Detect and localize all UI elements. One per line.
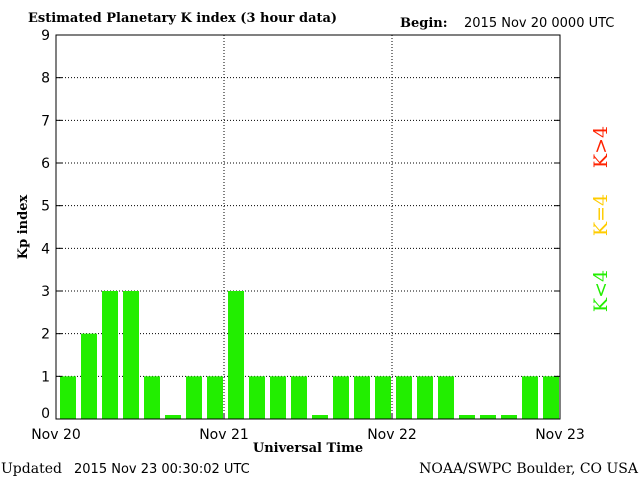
kp-bar xyxy=(270,376,286,419)
bar-series xyxy=(60,291,559,419)
y-tick-label: 9 xyxy=(41,28,50,44)
kp-bar xyxy=(480,415,496,419)
updated-value: 2015 Nov 23 00:30:02 UTC xyxy=(74,462,250,477)
x-axis-ticks: Nov 20 Nov 21 Nov 22 Nov 23 xyxy=(31,413,585,443)
legend-k-equal-4: K=4 xyxy=(590,194,612,236)
kp-bar xyxy=(522,376,538,419)
plot-frame xyxy=(55,34,561,420)
kp-bar xyxy=(81,333,97,419)
begin-value: 2015 Nov 20 0000 UTC xyxy=(464,16,614,31)
legend-k-greater-4: K>4 xyxy=(590,126,612,168)
x-tick-label: Nov 20 xyxy=(31,427,81,443)
kp-bar xyxy=(102,291,118,419)
x-tick-label: Nov 21 xyxy=(199,427,249,443)
x-axis-label: Universal Time xyxy=(253,441,363,456)
kp-bar xyxy=(144,376,160,419)
kp-bar xyxy=(207,376,223,419)
kp-bar xyxy=(543,376,559,419)
kp-bar xyxy=(396,376,412,419)
y-tick-label: 3 xyxy=(41,284,50,300)
kp-bar xyxy=(165,415,181,419)
kp-bar xyxy=(375,376,391,419)
kp-bar xyxy=(354,376,370,419)
footer-credit: NOAA/SWPC Boulder, CO USA xyxy=(419,461,639,477)
x-tick-label: Nov 23 xyxy=(535,427,585,443)
y-tick-label: 8 xyxy=(41,71,50,87)
y-tick-label: 6 xyxy=(41,156,50,172)
y-tick-label: 2 xyxy=(41,327,50,343)
legend-k-less-4: K<4 xyxy=(590,270,612,312)
kp-bar xyxy=(459,415,475,419)
kp-bar xyxy=(60,376,76,419)
chart-title: Estimated Planetary K index (3 hour data… xyxy=(28,11,337,26)
y-tick-label: 4 xyxy=(41,241,50,257)
y-axis-label: Kp index xyxy=(16,195,31,260)
grid-lines xyxy=(56,35,560,419)
kp-bar xyxy=(333,376,349,419)
kp-bar xyxy=(417,376,433,419)
updated-label: Updated xyxy=(1,461,62,477)
begin-label: Begin: xyxy=(400,16,448,31)
kp-bar xyxy=(438,376,454,419)
kp-bar xyxy=(501,415,517,419)
y-tick-label: 5 xyxy=(41,199,50,215)
kp-bar xyxy=(228,291,244,419)
kp-bar xyxy=(186,376,202,419)
kp-bar xyxy=(291,376,307,419)
y-axis-ticks: 0 1 2 3 4 5 6 7 8 9 xyxy=(41,28,560,422)
y-tick-label: 7 xyxy=(41,113,50,129)
x-tick-label: Nov 22 xyxy=(367,427,417,443)
y-tick-label: 0 xyxy=(41,406,50,422)
kp-bar xyxy=(249,376,265,419)
kp-bar xyxy=(123,291,139,419)
y-tick-label: 1 xyxy=(41,369,50,385)
kp-bar xyxy=(312,415,328,419)
